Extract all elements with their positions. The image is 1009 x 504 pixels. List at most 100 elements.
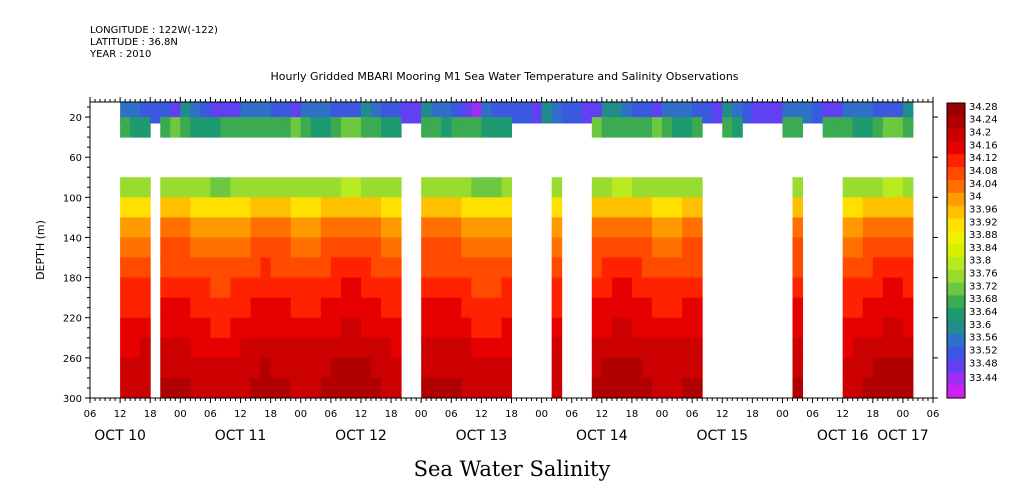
colorbar-swatch (947, 205, 965, 219)
heatmap-cell (591, 102, 603, 124)
heatmap-cell (240, 177, 252, 198)
heatmap-cell (621, 337, 633, 359)
heatmap-cell (441, 117, 452, 138)
heatmap-cell (491, 117, 502, 138)
heatmap-cell (481, 217, 492, 238)
heatmap-cell (190, 317, 201, 339)
heatmap-cell (300, 117, 312, 138)
heatmap-cell (300, 217, 312, 238)
heatmap-cell (892, 277, 904, 299)
heatmap-cell (130, 297, 141, 319)
heatmap-cell (300, 317, 312, 339)
heatmap-cell (682, 317, 693, 339)
heatmap-cell (461, 177, 472, 198)
heatmap-cell (672, 197, 683, 218)
heatmap-cell (391, 102, 402, 124)
heatmap-cell (320, 357, 332, 379)
heatmap-cell (240, 197, 252, 218)
heatmap-cell (180, 377, 191, 399)
heatmap-cell (210, 317, 221, 339)
colorbar-label: 33.96 (969, 204, 998, 215)
heatmap-cell (230, 237, 242, 259)
heatmap-cell (501, 197, 512, 218)
heatmap-cell (160, 377, 171, 399)
heatmap-cell (652, 102, 663, 124)
heatmap-cell (662, 357, 673, 379)
heatmap-cell (210, 177, 221, 198)
heatmap-cell (902, 117, 914, 138)
heatmap-cell (280, 217, 292, 238)
heatmap-cell (270, 377, 282, 399)
x-tick-label: 12 (355, 409, 368, 420)
heatmap-cell (391, 257, 402, 279)
heatmap-cell (621, 257, 633, 279)
y-tick-label: 60 (69, 153, 82, 164)
heatmap-cell (662, 317, 673, 339)
heatmap-cell (441, 237, 452, 259)
heatmap-cell (270, 197, 282, 218)
heatmap-cell (902, 177, 914, 198)
y-tick-label: 300 (63, 394, 82, 405)
heatmap-cell (611, 197, 623, 218)
heatmap-cell (280, 357, 292, 379)
heatmap-cell (391, 377, 402, 399)
heatmap-cell (260, 102, 272, 124)
heatmap-cell (250, 237, 262, 259)
heatmap-cell (140, 102, 151, 124)
heatmap-cell (270, 177, 282, 198)
heatmap-cell (672, 217, 683, 238)
heatmap-cell (220, 377, 231, 399)
heatmap-cell (832, 117, 844, 138)
heatmap-cell (140, 277, 151, 299)
heatmap-cell (350, 377, 362, 399)
heatmap-cell (501, 377, 512, 399)
heatmap-cell (882, 257, 894, 279)
heatmap-cell (170, 217, 181, 238)
heatmap-cell (892, 102, 904, 124)
colorbar-swatch (947, 295, 965, 309)
heatmap-cell (641, 117, 653, 138)
heatmap-cell (451, 377, 462, 399)
colorbar-frame (946, 102, 966, 399)
heatmap-cell (371, 377, 382, 399)
heatmap-cell (852, 117, 864, 138)
heatmap-cell (330, 257, 342, 279)
colorbar-swatch (947, 128, 965, 142)
heatmap-cell (340, 177, 352, 198)
heatmap-cell (421, 257, 432, 279)
heatmap-cell (471, 257, 482, 279)
colorbar-label: 33.92 (969, 217, 998, 228)
heatmap-cell (682, 177, 693, 198)
heatmap-cell (371, 117, 382, 138)
heatmap-cell (872, 337, 884, 359)
heatmap-cell (120, 337, 131, 359)
longitude-label: LONGITUDE : 122W(-122) (90, 25, 218, 36)
heatmap-cell (441, 257, 452, 279)
heatmap-cell (210, 102, 221, 124)
heatmap-cell (260, 257, 272, 279)
heatmap-cell (230, 317, 242, 339)
heatmap-cell (872, 357, 884, 379)
heatmap-cell (461, 117, 472, 138)
heatmap-cell (662, 277, 673, 299)
y-axis-label: DEPTH (m) (34, 220, 47, 280)
heatmap-cell (431, 177, 442, 198)
chart-title: Hourly Gridded MBARI Mooring M1 Sea Wate… (270, 70, 739, 83)
heatmap-cell (421, 357, 432, 379)
heatmap-cell (170, 357, 181, 379)
heatmap-cell (130, 177, 141, 198)
heatmap-cell (611, 257, 623, 279)
heatmap-cell (250, 257, 262, 279)
colorbar-swatch (947, 333, 965, 348)
colorbar-swatch (947, 321, 965, 335)
heatmap-cell (491, 377, 502, 399)
heatmap-cell (471, 177, 482, 198)
x-tick-label: 00 (294, 409, 307, 420)
heatmap-cell (290, 237, 302, 259)
heatmap-cell (220, 317, 231, 339)
heatmap-cell (481, 357, 492, 379)
heatmap-cell (541, 102, 553, 124)
heatmap-cell (551, 237, 563, 259)
heatmap-cell (882, 217, 894, 238)
heatmap-cell (421, 297, 432, 319)
